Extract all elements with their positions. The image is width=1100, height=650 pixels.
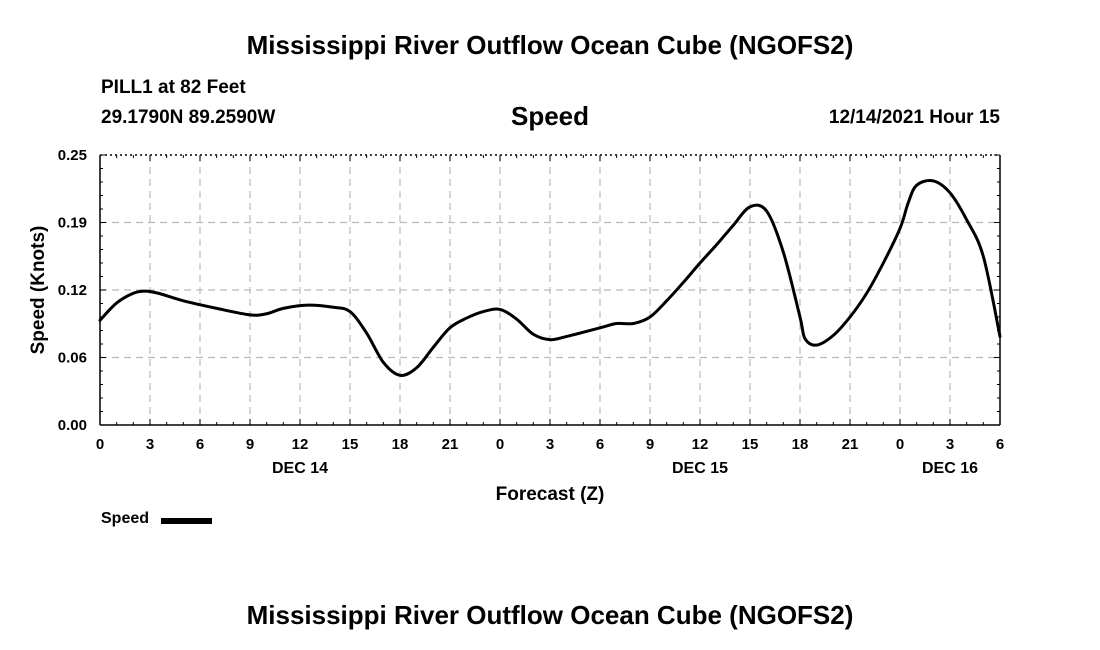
x-tick-label: 15 [742, 436, 759, 453]
x-tick-label: 9 [246, 436, 254, 453]
x-tick-label: 3 [146, 436, 154, 453]
x-tick-label: 12 [292, 436, 309, 453]
x-tick-label: 6 [996, 436, 1004, 453]
y-tick-label: 0.12 [58, 282, 87, 299]
station-label: PILL1 at 82 Feet [101, 77, 246, 98]
y-tick-label: 0.25 [58, 147, 87, 164]
y-tick-label: 0.19 [58, 215, 87, 232]
x-tick-label: 0 [896, 436, 904, 453]
grid [100, 155, 1000, 425]
legend-label: Speed [101, 510, 150, 527]
y-tick-label: 0.06 [58, 350, 87, 367]
x-tick-label: 12 [692, 436, 709, 453]
page-title: Mississippi River Outflow Ocean Cube (NG… [246, 30, 854, 60]
date-label: DEC 15 [672, 460, 728, 477]
coordinates-label: 29.1790N 89.2590W [101, 107, 276, 128]
x-tick-label: 9 [646, 436, 654, 453]
axis-ticks [99, 154, 1001, 426]
legend-swatch [161, 518, 212, 524]
x-tick-label: 0 [496, 436, 504, 453]
y-tick-label: 0.00 [58, 417, 87, 434]
series-layer [98, 179, 1002, 377]
x-tick-label: 18 [792, 436, 809, 453]
date-label: DEC 16 [922, 460, 978, 477]
x-tick-label: 3 [946, 436, 954, 453]
x-tick-label: 6 [196, 436, 204, 453]
x-tick-label: 21 [442, 436, 459, 453]
datetime-label: 12/14/2021 Hour 15 [828, 107, 1000, 128]
x-tick-label: 21 [842, 436, 859, 453]
chart-title: Speed [510, 101, 590, 131]
x-tick-label: 0 [96, 436, 104, 453]
date-label: DEC 14 [272, 460, 328, 477]
x-tick-label: 18 [392, 436, 409, 453]
y-axis-label: Speed (Knots) [28, 226, 49, 355]
footer-title: Mississippi River Outflow Ocean Cube (NG… [246, 600, 854, 630]
x-tick-label: 6 [596, 436, 604, 453]
x-axis-label: Forecast (Z) [496, 484, 605, 505]
x-tick-label: 15 [342, 436, 359, 453]
x-tick-label: 3 [546, 436, 554, 453]
axis-labels: 0 3 6 9 12 15 18 21 0 3 6 9 12 15 18 21 0 3 6 DEC 14 DEC 15 D… [58, 147, 1004, 477]
series-line-speed [98, 179, 1002, 377]
